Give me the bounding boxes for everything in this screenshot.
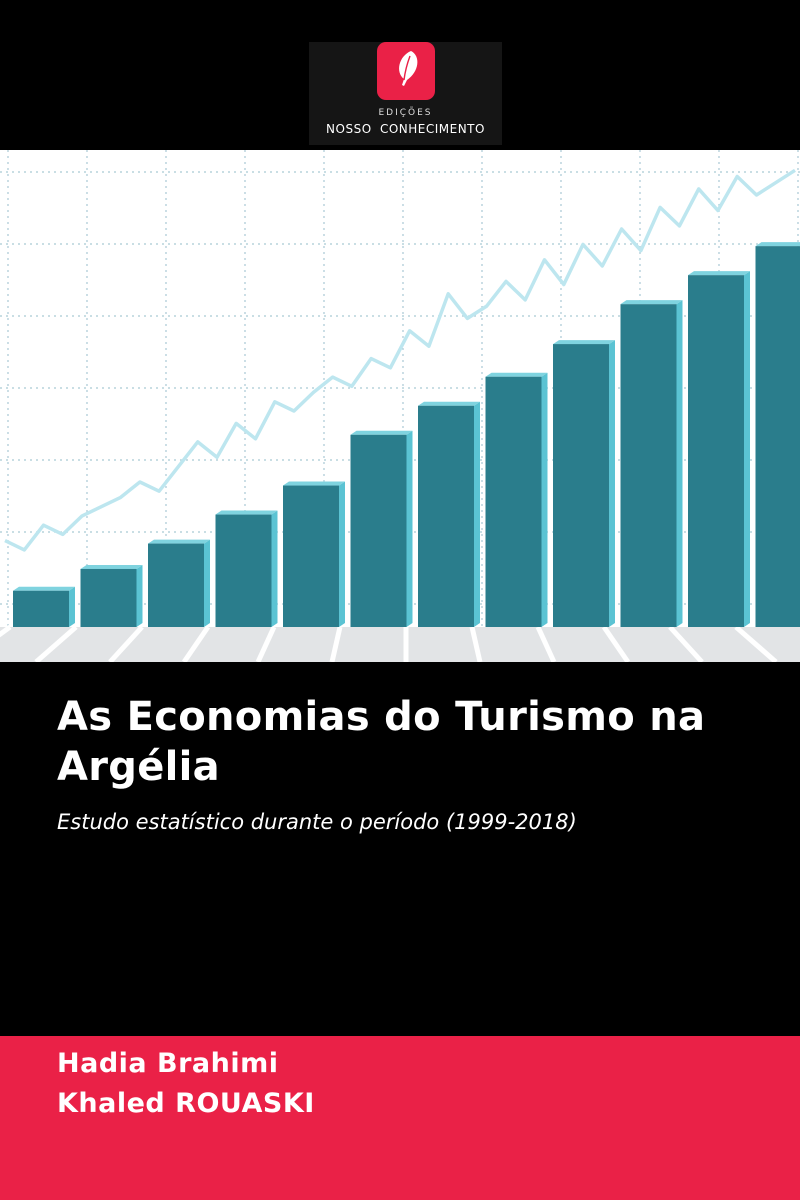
floor-stripe [469,626,483,662]
bar-top [283,481,345,486]
bar-side [474,401,480,627]
bar-side [136,564,143,627]
bar-front [688,275,744,627]
bar-front [283,485,339,627]
bar-front [148,543,204,627]
bar-front [553,344,609,627]
floor-stripe [535,625,557,662]
bar-side [406,430,413,627]
cover-chart [0,150,800,662]
bar [148,539,210,627]
trend-line [4,168,796,552]
book-subtitle: Estudo estatístico durante o período (19… [57,810,577,834]
bar-front [418,405,474,627]
bar-top [553,340,615,345]
floor-stripe [181,625,211,662]
bar-side [609,340,615,627]
bar-top [755,242,800,247]
bar-side [271,510,278,627]
floor-stripe [108,625,144,662]
floor-stripe [601,625,631,662]
bar-top [148,539,210,544]
floor-stripe [329,626,343,662]
title-area: As Economias do Turismo na Argélia Estud… [0,662,800,1036]
bar [688,271,750,627]
bar [13,586,75,627]
author-name: Hadia Brahimi [57,1048,279,1079]
bar-side [204,539,210,627]
author-band: Hadia Brahimi Khaled ROUASKI [0,1036,800,1200]
bar [350,430,413,627]
bar-top [688,271,750,276]
bar-side [541,372,548,627]
bar-chart [0,150,800,662]
bar [620,300,683,627]
bar-top [485,372,548,377]
bar-side [744,271,750,627]
quill-icon [377,42,435,100]
floor-stripe [0,624,12,638]
bar-front [13,590,69,627]
bar [215,510,278,627]
bar-front [755,246,800,627]
author-name: Khaled ROUASKI [57,1088,315,1119]
floor-stripe [668,625,704,662]
bar [485,372,548,627]
bar [80,564,143,627]
chart-floor [0,627,800,662]
top-band: EDIÇÕES NOSSO CONHECIMENTO [0,0,800,150]
publisher-line-name: NOSSO CONHECIMENTO [326,122,485,136]
bar [553,340,615,627]
bar-top [80,564,143,569]
book-title: As Economias do Turismo na Argélia [57,694,706,790]
bar-top [350,430,413,435]
bar-top [215,510,278,515]
bar [418,401,480,627]
floor-stripe [34,625,78,662]
floor-stripe [255,625,277,662]
bar-front [80,568,137,627]
publisher-block: EDIÇÕES NOSSO CONHECIMENTO [309,42,502,145]
bar-front [215,514,272,627]
bar-front [350,434,407,627]
bar [283,481,345,627]
bar [755,242,800,627]
publisher-line-small: EDIÇÕES [378,108,433,118]
bar-front [620,304,677,627]
floor-stripe [734,625,778,662]
bar-top [13,586,75,591]
bar-front [485,376,542,627]
bar-side [339,481,345,627]
bar-top [418,401,480,406]
bar-side [676,300,683,627]
bar-side [69,586,75,627]
bar-top [620,300,683,305]
